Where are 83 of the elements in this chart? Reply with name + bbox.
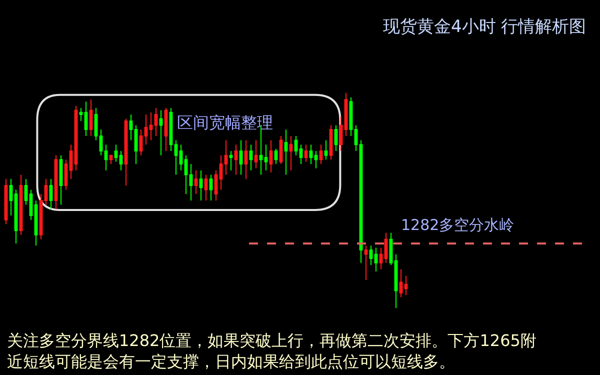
candlestick	[234, 144, 238, 176]
candlestick	[214, 170, 218, 201]
candlestick	[364, 245, 368, 281]
candlestick	[244, 140, 248, 180]
candlestick	[304, 144, 308, 162]
candlestick	[49, 178, 53, 210]
candlestick	[339, 116, 343, 152]
candlestick	[24, 178, 28, 206]
candlestick	[194, 170, 198, 195]
candlestick	[284, 129, 288, 176]
candlestick	[239, 140, 243, 176]
candlestick	[29, 189, 33, 220]
candlestick	[34, 200, 38, 246]
candlestick	[404, 275, 408, 296]
candlestick	[149, 112, 153, 141]
candlestick	[249, 144, 253, 171]
candlestick	[19, 174, 23, 236]
candlestick	[104, 144, 108, 171]
candlestick	[294, 136, 298, 156]
candlestick	[354, 124, 358, 152]
candlestick	[254, 140, 258, 169]
candlestick	[64, 159, 68, 190]
candlestick	[309, 144, 313, 164]
candlestick	[59, 154, 63, 206]
candlestick	[119, 150, 123, 171]
candlestick	[9, 178, 13, 216]
candlestick	[124, 118, 128, 186]
candlestick	[4, 178, 8, 225]
annotation: 区间宽幅整理	[177, 113, 273, 132]
candlestick	[89, 98, 93, 136]
candlestick	[99, 129, 103, 156]
candlestick	[184, 154, 188, 195]
candlestick	[199, 170, 203, 201]
candlestick	[189, 163, 193, 201]
candlestick	[274, 148, 278, 164]
candlestick	[84, 101, 88, 136]
ref-line-label: 1282多空分水岭	[401, 216, 514, 234]
candlestick	[139, 129, 143, 156]
candlestick	[374, 247, 378, 272]
text: 现货黄金4小时 行情解析图	[383, 17, 586, 37]
candlestick	[54, 154, 58, 210]
candlestick	[289, 136, 293, 171]
candlestick	[279, 136, 283, 164]
candlestick	[224, 140, 228, 176]
candlestick	[314, 150, 318, 169]
candlestick	[144, 114, 148, 146]
candlestick	[69, 144, 73, 180]
candlestick	[269, 140, 273, 174]
candlestick	[299, 144, 303, 164]
candlestick	[334, 124, 338, 152]
candlestick	[384, 232, 388, 264]
candlestick	[319, 144, 323, 164]
candlestick	[159, 110, 163, 156]
candlestick	[129, 114, 133, 141]
candlestick	[324, 140, 328, 160]
candlestick	[39, 194, 43, 240]
candlestick	[344, 92, 348, 136]
candlestick	[94, 108, 98, 141]
candlestick	[44, 178, 48, 206]
candlestick	[204, 174, 208, 201]
candlestick	[349, 96, 353, 136]
candlestick	[114, 144, 118, 162]
candlestick	[209, 174, 213, 201]
candlestick	[329, 124, 333, 160]
candlestick	[369, 245, 373, 266]
candlestick	[169, 108, 173, 152]
candlestick	[379, 247, 383, 270]
candlestick	[389, 232, 393, 266]
text: 关注多空分界线1282位置，如果突破上行，再做第二次安排。下方1265附近短线可能是会有一定支撑，日内如果给到此点位可以短线多。	[7, 331, 536, 371]
candlestick	[219, 154, 223, 190]
candlestick	[264, 144, 268, 171]
candlestick	[79, 108, 83, 122]
candlestick	[109, 154, 113, 164]
candlestick	[179, 144, 183, 171]
candlestick	[399, 268, 403, 298]
candlestick	[164, 108, 168, 152]
candlestick	[74, 105, 78, 171]
candlestick	[394, 254, 398, 308]
candlestick	[154, 108, 158, 136]
candlestick	[229, 150, 233, 171]
candlestick	[14, 189, 18, 244]
candlestick	[134, 124, 138, 164]
candlestick	[174, 140, 178, 176]
